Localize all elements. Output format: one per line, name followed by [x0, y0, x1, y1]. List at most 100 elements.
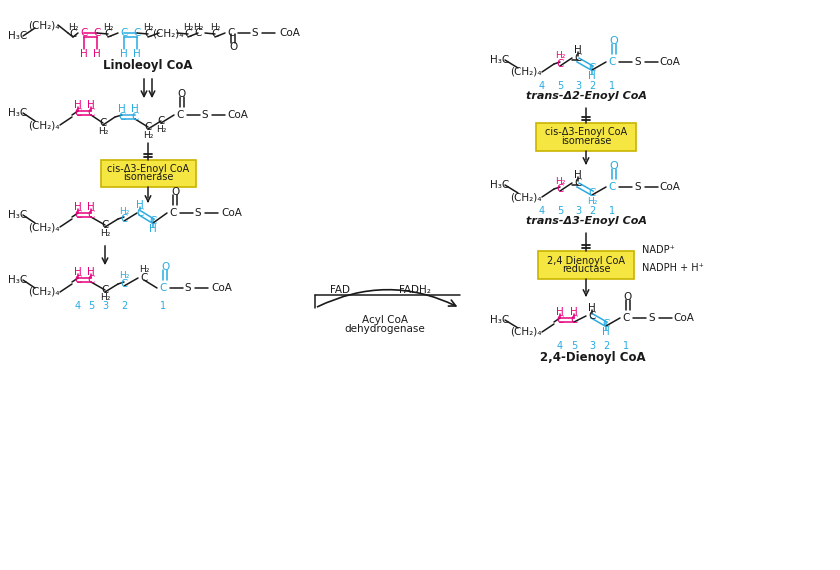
Text: S: S — [202, 110, 208, 120]
Text: CoA: CoA — [659, 57, 680, 67]
Text: H: H — [131, 104, 139, 114]
Text: 3: 3 — [102, 301, 108, 311]
Text: NADPH + H⁺: NADPH + H⁺ — [642, 263, 704, 273]
Text: C: C — [575, 178, 581, 188]
Text: H: H — [93, 49, 101, 59]
Text: C: C — [556, 59, 564, 69]
Text: C: C — [87, 210, 95, 220]
Text: C: C — [70, 29, 76, 39]
Text: C: C — [575, 53, 581, 63]
Text: C: C — [104, 29, 112, 39]
Text: C: C — [588, 188, 596, 198]
Text: H: H — [120, 49, 128, 59]
Text: 1: 1 — [609, 206, 615, 216]
Text: H: H — [574, 45, 582, 55]
Text: C: C — [120, 279, 128, 289]
Text: O: O — [228, 42, 237, 52]
Text: O: O — [610, 36, 618, 46]
Text: H: H — [118, 104, 126, 114]
Text: C: C — [157, 116, 165, 126]
Text: C: C — [212, 29, 218, 39]
Text: 1: 1 — [160, 301, 166, 311]
Text: H₂: H₂ — [143, 22, 153, 31]
Text: C: C — [118, 112, 126, 122]
Text: C: C — [136, 208, 144, 218]
Text: H₃C: H₃C — [490, 315, 509, 325]
Text: C: C — [194, 28, 202, 38]
Text: NADP⁺: NADP⁺ — [642, 245, 675, 255]
Text: C: C — [131, 112, 139, 122]
Text: H: H — [80, 49, 88, 59]
Text: (CH₂)₄: (CH₂)₄ — [152, 28, 184, 38]
Text: H₂: H₂ — [183, 22, 193, 31]
Text: H₃C: H₃C — [8, 108, 27, 118]
Text: S: S — [195, 208, 202, 218]
Text: H: H — [74, 100, 81, 110]
Text: S: S — [185, 283, 192, 293]
Text: H₃C: H₃C — [490, 55, 509, 65]
Text: (CH₂)₄: (CH₂)₄ — [29, 287, 60, 297]
Text: H₂: H₂ — [100, 229, 110, 238]
Text: H₂: H₂ — [587, 197, 597, 206]
Text: CoA: CoA — [212, 283, 233, 293]
Text: S: S — [635, 57, 641, 67]
Text: C: C — [81, 28, 87, 38]
Text: H₂: H₂ — [118, 206, 129, 215]
Text: trans-Δ2-Enoyl CoA: trans-Δ2-Enoyl CoA — [526, 91, 647, 101]
Text: H₂: H₂ — [210, 22, 220, 31]
Text: H₂: H₂ — [139, 266, 150, 275]
Text: CoA: CoA — [222, 208, 243, 218]
Text: O: O — [624, 292, 633, 302]
Text: S: S — [635, 182, 641, 192]
Text: 2,4-Dienoyl CoA: 2,4-Dienoyl CoA — [540, 352, 646, 364]
Text: C: C — [74, 210, 81, 220]
Text: O: O — [610, 161, 618, 171]
Text: C: C — [608, 57, 616, 67]
Text: C: C — [93, 28, 101, 38]
Text: cis-Δ3-Enoyl CoA: cis-Δ3-Enoyl CoA — [107, 164, 189, 173]
Text: 1: 1 — [609, 81, 615, 91]
Text: 3: 3 — [575, 206, 581, 216]
Text: H: H — [588, 71, 596, 81]
Text: C: C — [556, 315, 564, 325]
Text: H₂: H₂ — [100, 294, 110, 303]
Text: (CH₂)₄: (CH₂)₄ — [510, 327, 542, 337]
Text: C: C — [556, 184, 564, 194]
FancyBboxPatch shape — [101, 160, 196, 186]
Text: CoA: CoA — [659, 182, 680, 192]
Text: 5: 5 — [88, 301, 94, 311]
Text: C: C — [120, 28, 128, 38]
Text: C: C — [74, 108, 81, 118]
Text: H: H — [74, 202, 81, 212]
Text: C: C — [622, 313, 630, 323]
Text: 4: 4 — [539, 206, 545, 216]
Text: C: C — [160, 283, 166, 293]
Text: O: O — [161, 262, 169, 272]
Text: C: C — [176, 110, 184, 120]
Text: H: H — [602, 327, 610, 337]
Text: 5: 5 — [557, 81, 563, 91]
Text: 2: 2 — [603, 341, 609, 351]
Text: C: C — [608, 182, 616, 192]
Text: H₂: H₂ — [118, 271, 129, 280]
Text: H₂: H₂ — [193, 22, 203, 31]
Text: (CH₂)₄: (CH₂)₄ — [29, 20, 60, 30]
Text: FAD: FAD — [330, 285, 350, 295]
Text: C: C — [170, 208, 176, 218]
Text: C: C — [120, 214, 128, 224]
Text: 1: 1 — [623, 341, 629, 351]
Text: H₂: H₂ — [554, 51, 565, 60]
Text: S: S — [252, 28, 259, 38]
Text: 4: 4 — [75, 301, 81, 311]
Text: H₂: H₂ — [554, 177, 565, 185]
Text: C: C — [140, 273, 148, 283]
Text: CoA: CoA — [228, 110, 249, 120]
Text: H₂: H₂ — [155, 124, 166, 133]
Text: (CH₂)₄: (CH₂)₄ — [510, 192, 542, 202]
Text: H₂: H₂ — [102, 22, 113, 31]
Text: H: H — [136, 200, 144, 210]
Text: C: C — [144, 29, 152, 39]
Text: 5: 5 — [571, 341, 577, 351]
Text: 4: 4 — [539, 81, 545, 91]
Text: (CH₂)₄: (CH₂)₄ — [29, 120, 60, 130]
